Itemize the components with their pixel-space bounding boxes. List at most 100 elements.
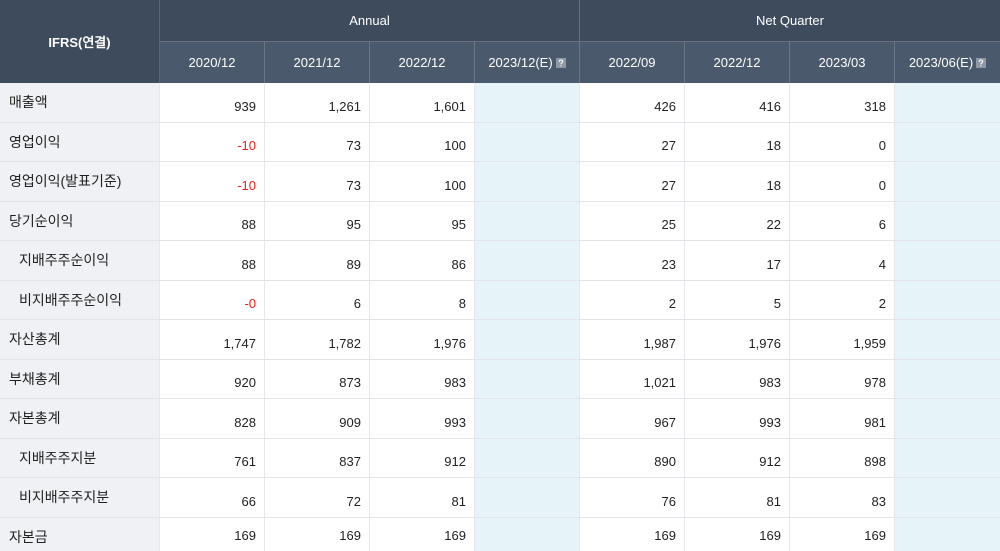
column-header-annual-1: 2020/12 xyxy=(160,42,265,83)
table-row: 자산총계 1,747 1,782 1,976 1,987 1,976 1,959 xyxy=(0,320,1000,360)
row-label: 자본금 xyxy=(0,517,160,551)
row-label: 지배주주지분 xyxy=(0,438,160,477)
estimate-value-cell xyxy=(895,280,1000,319)
estimate-value-cell xyxy=(895,478,1000,517)
value-cell: 1,959 xyxy=(790,320,895,359)
value-cell: 890 xyxy=(580,438,685,477)
value-cell: 169 xyxy=(580,517,685,551)
value-cell: 83 xyxy=(790,478,895,517)
value-cell: 22 xyxy=(685,201,790,240)
value-cell: 76 xyxy=(580,478,685,517)
table-row: 매출액 939 1,261 1,601 426 416 318 xyxy=(0,83,1000,123)
value-cell: 912 xyxy=(370,438,475,477)
help-icon[interactable] xyxy=(555,57,566,68)
estimate-value-cell xyxy=(475,517,580,551)
value-cell: 416 xyxy=(685,83,790,122)
value-cell: 81 xyxy=(370,478,475,517)
row-label: 자본총계 xyxy=(0,399,160,438)
value-cell: 1,976 xyxy=(370,320,475,359)
table-row: 영업이익 -10 73 100 27 18 0 xyxy=(0,122,1000,162)
estimate-value-cell xyxy=(475,320,580,359)
value-cell: 100 xyxy=(370,122,475,161)
group-header-net-quarter: Net Quarter xyxy=(580,0,1000,42)
value-cell: 909 xyxy=(265,399,370,438)
column-header-quarter-estimate: 2023/06(E) xyxy=(895,42,1000,83)
table-header: IFRS(연결) Annual Net Quarter 2020/12 2021… xyxy=(0,0,1000,83)
value-cell: 318 xyxy=(790,83,895,122)
value-cell: 761 xyxy=(160,438,265,477)
estimate-value-cell xyxy=(475,122,580,161)
column-header-label: 2023/06(E) xyxy=(908,55,974,70)
row-label: 자산총계 xyxy=(0,320,160,359)
table-body: 매출액 939 1,261 1,601 426 416 318 영업이익 -10 73 100 27 1… xyxy=(0,83,1000,551)
table-row: 비지배주주순이익 -0 6 8 2 5 2 xyxy=(0,280,1000,320)
row-label: 비지배주주지분 xyxy=(0,478,160,517)
value-cell: 95 xyxy=(370,201,475,240)
row-label: 매출액 xyxy=(0,83,160,122)
value-cell: 72 xyxy=(265,478,370,517)
value-cell: 169 xyxy=(370,517,475,551)
row-label: 지배주주순이익 xyxy=(0,241,160,280)
value-cell: 169 xyxy=(265,517,370,551)
column-header-label: 2022/12 xyxy=(398,55,446,70)
value-cell: 66 xyxy=(160,478,265,517)
table-row: 비지배주주지분 66 72 81 76 81 83 xyxy=(0,478,1000,518)
value-cell: 6 xyxy=(265,280,370,319)
value-cell: 912 xyxy=(685,438,790,477)
value-cell: 18 xyxy=(685,122,790,161)
table-row: 자본금 169 169 169 169 169 169 xyxy=(0,517,1000,551)
value-cell: 939 xyxy=(160,83,265,122)
value-cell: 2 xyxy=(790,280,895,319)
column-header-annual-2: 2021/12 xyxy=(265,42,370,83)
value-cell: 993 xyxy=(370,399,475,438)
estimate-value-cell xyxy=(475,83,580,122)
column-header-label: 2023/12(E) xyxy=(488,55,553,70)
value-cell: 1,601 xyxy=(370,83,475,122)
row-label: 부채총계 xyxy=(0,359,160,398)
value-cell: 983 xyxy=(370,359,475,398)
value-cell: 169 xyxy=(160,517,265,551)
value-cell: 169 xyxy=(790,517,895,551)
estimate-value-cell xyxy=(475,438,580,477)
column-header-label: 2022/09 xyxy=(608,55,656,70)
value-cell: 1,782 xyxy=(265,320,370,359)
value-cell: 1,261 xyxy=(265,83,370,122)
estimate-value-cell xyxy=(895,201,1000,240)
value-cell: -10 xyxy=(160,162,265,201)
value-cell: 1,987 xyxy=(580,320,685,359)
estimate-value-cell xyxy=(475,162,580,201)
value-cell: 993 xyxy=(685,399,790,438)
value-cell: -0 xyxy=(160,280,265,319)
value-cell: 828 xyxy=(160,399,265,438)
value-cell: 88 xyxy=(160,201,265,240)
estimate-value-cell xyxy=(895,320,1000,359)
row-label: 영업이익(발표기준) xyxy=(0,162,160,201)
value-cell: 169 xyxy=(685,517,790,551)
value-cell: 5 xyxy=(685,280,790,319)
help-icon[interactable] xyxy=(976,57,987,68)
table-title: IFRS(연결) xyxy=(0,0,160,83)
row-label: 비지배주주순이익 xyxy=(0,280,160,319)
value-cell: 25 xyxy=(580,201,685,240)
value-cell: 0 xyxy=(790,162,895,201)
value-cell: 981 xyxy=(790,399,895,438)
estimate-value-cell xyxy=(475,399,580,438)
value-cell: 23 xyxy=(580,241,685,280)
value-cell: 89 xyxy=(265,241,370,280)
value-cell: 6 xyxy=(790,201,895,240)
value-cell: 95 xyxy=(265,201,370,240)
column-header-quarter-2: 2022/12 xyxy=(685,42,790,83)
value-cell: 17 xyxy=(685,241,790,280)
estimate-value-cell xyxy=(895,438,1000,477)
estimate-value-cell xyxy=(475,241,580,280)
value-cell: 967 xyxy=(580,399,685,438)
table-row: 자본총계 828 909 993 967 993 981 xyxy=(0,399,1000,439)
value-cell: 100 xyxy=(370,162,475,201)
value-cell: 27 xyxy=(580,122,685,161)
value-cell: 18 xyxy=(685,162,790,201)
estimate-value-cell xyxy=(895,517,1000,551)
estimate-value-cell xyxy=(895,241,1000,280)
column-header-quarter-1: 2022/09 xyxy=(580,42,685,83)
estimate-value-cell xyxy=(895,399,1000,438)
